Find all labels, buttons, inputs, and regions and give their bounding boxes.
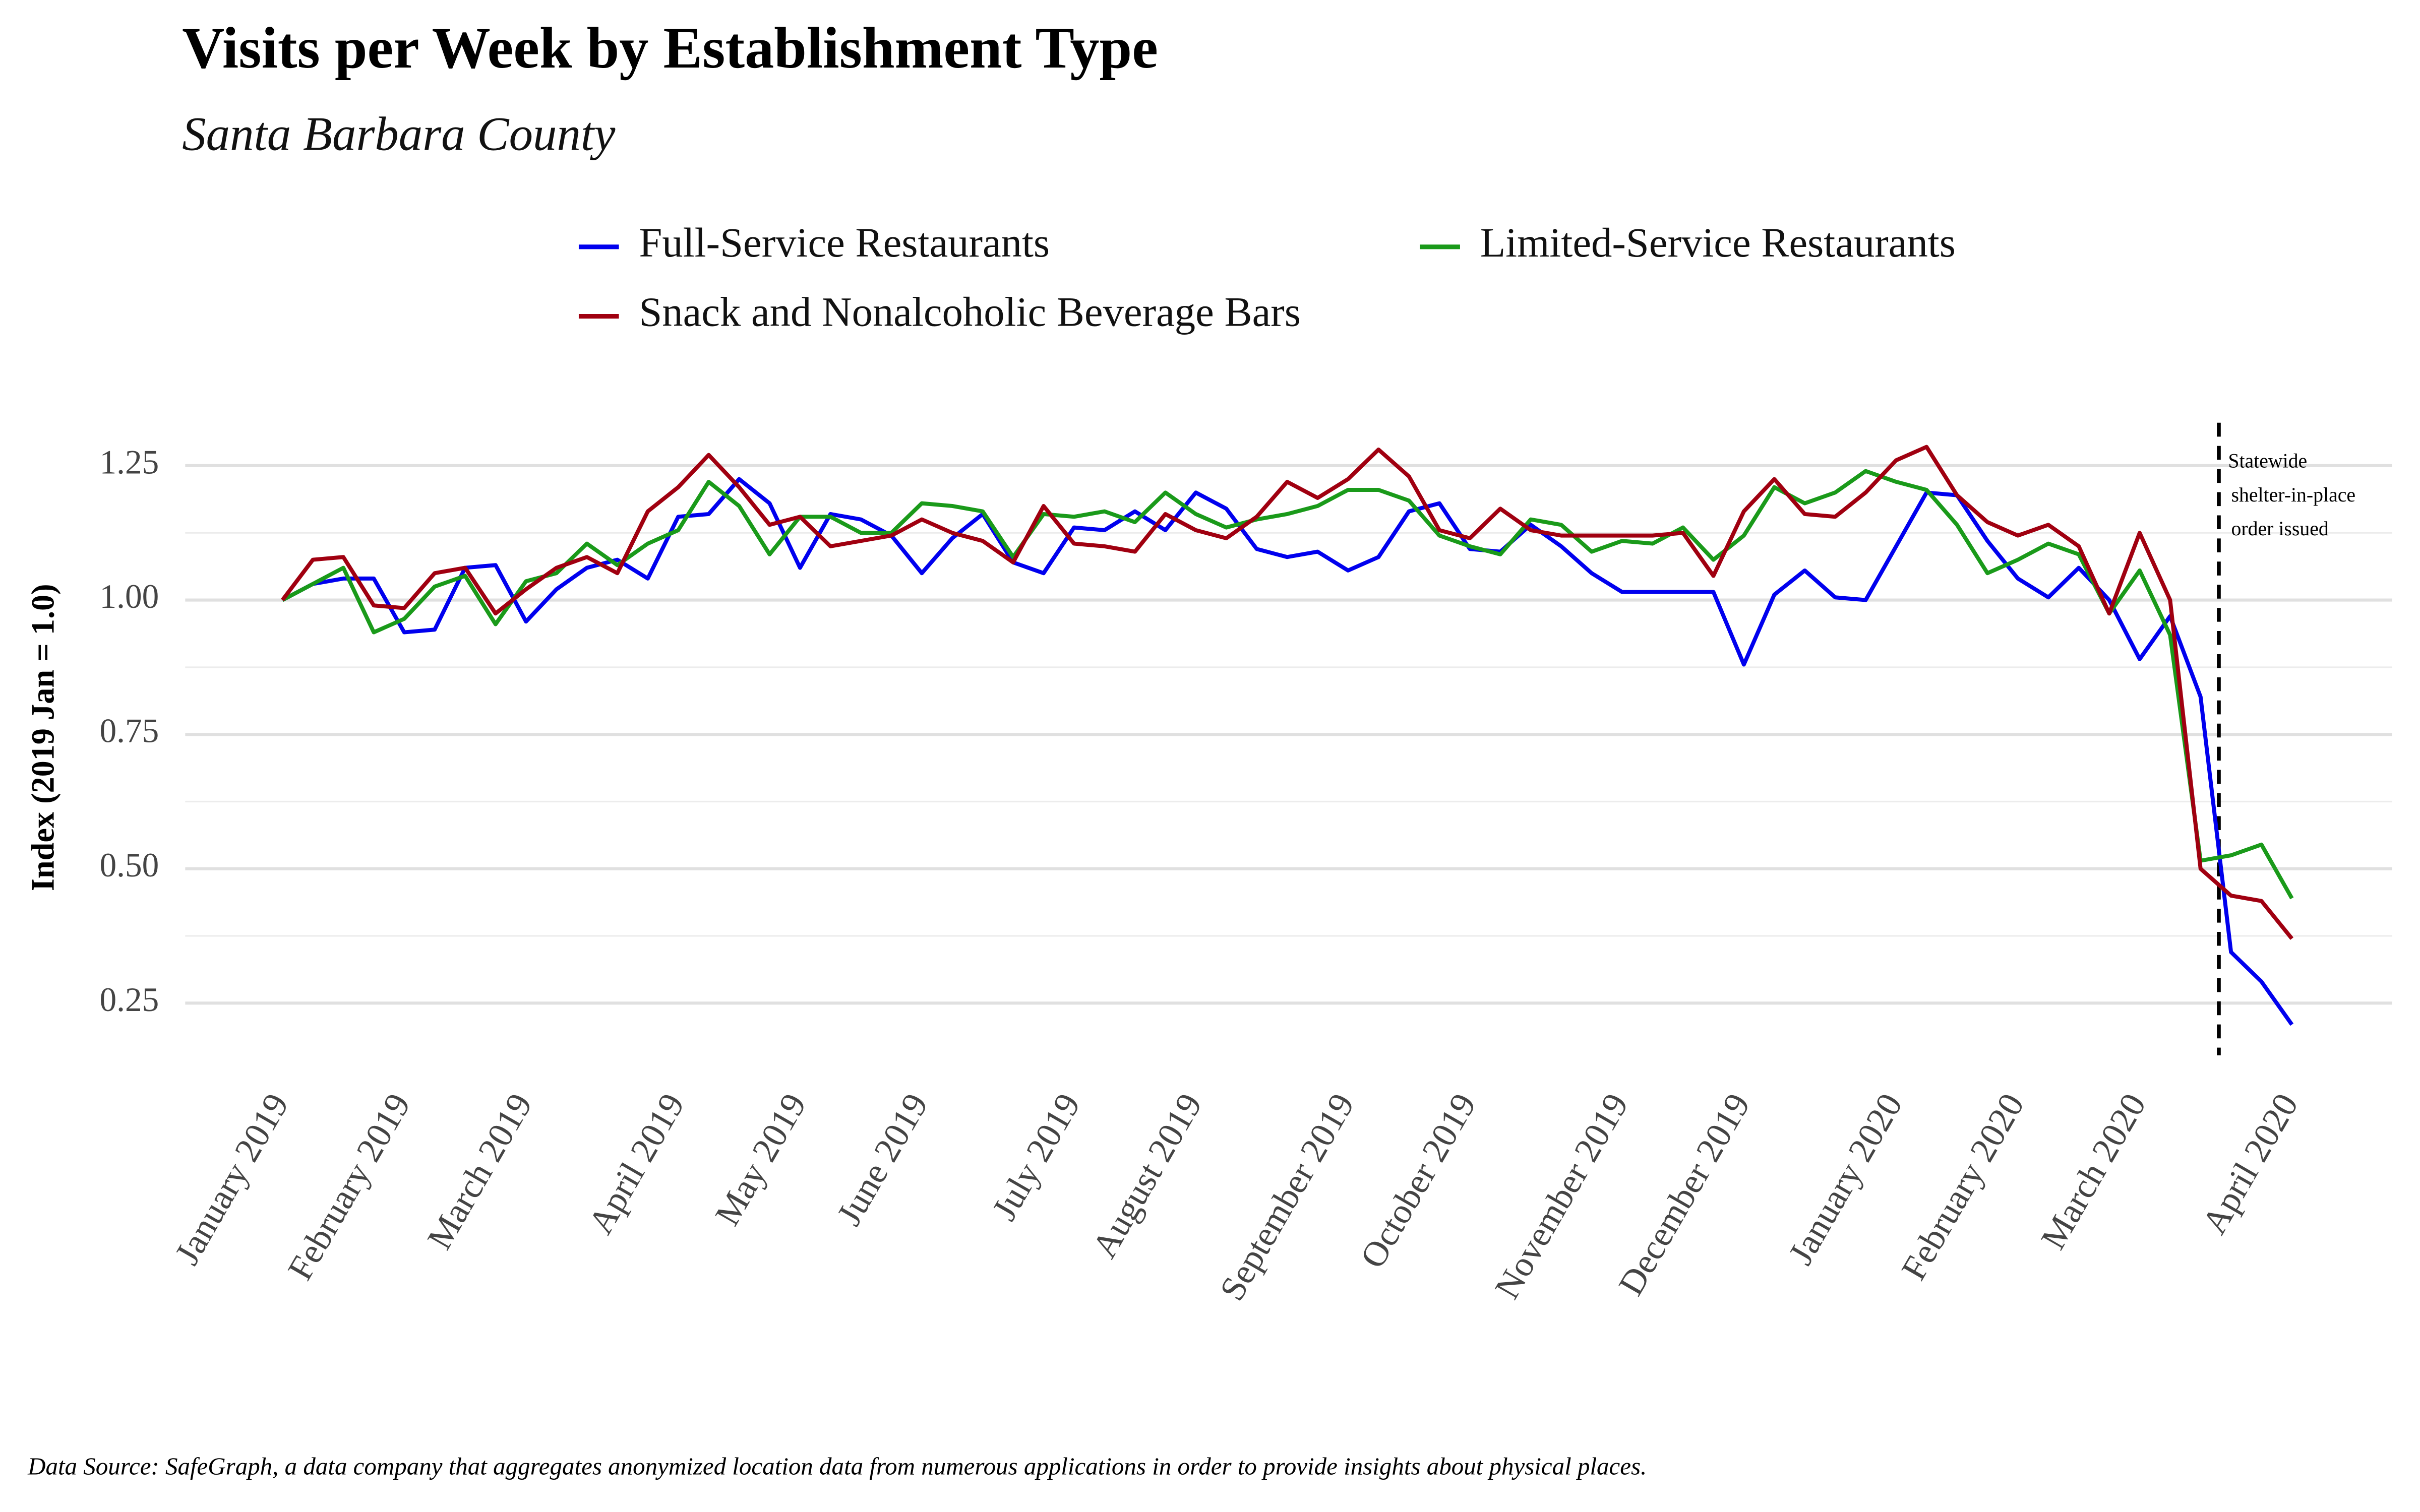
legend-label: Limited-Service Restaurants bbox=[1480, 219, 1956, 266]
x-tick-label: December 2019 bbox=[1611, 1087, 1758, 1302]
annotation: Statewide bbox=[2228, 450, 2307, 472]
x-tick-label: July 2019 bbox=[985, 1087, 1088, 1227]
annotation: order issued bbox=[2231, 518, 2328, 540]
x-tick-label: January 2020 bbox=[1781, 1087, 1910, 1272]
x-tick-label: August 2019 bbox=[1084, 1087, 1209, 1265]
annotation: shelter-in-place bbox=[2231, 484, 2355, 506]
y-tick-label: 1.25 bbox=[99, 443, 159, 481]
x-tick-label: March 2019 bbox=[420, 1087, 540, 1256]
series-line bbox=[281, 477, 2294, 1026]
y-tick-label: 0.25 bbox=[99, 981, 159, 1019]
chart-subtitle: Santa Barbara County bbox=[182, 107, 616, 160]
x-tick-label: April 2020 bbox=[2195, 1087, 2306, 1241]
x-tick-label: February 2019 bbox=[280, 1087, 418, 1287]
chart-title: Visits per Week by Establishment Type bbox=[182, 16, 1158, 81]
source-note: Data Source: SafeGraph, a data company t… bbox=[27, 1453, 1647, 1480]
series-line bbox=[281, 469, 2294, 900]
x-tick-label: January 2019 bbox=[167, 1087, 296, 1272]
legend-label: Snack and Nonalcoholic Beverage Bars bbox=[639, 289, 1301, 335]
x-tick-label: October 2019 bbox=[1353, 1087, 1484, 1275]
y-tick-label: 0.75 bbox=[99, 712, 159, 750]
x-tick-label: November 2019 bbox=[1487, 1087, 1636, 1305]
x-tick-label: June 2019 bbox=[829, 1087, 936, 1232]
legend-label: Full-Service Restaurants bbox=[639, 219, 1050, 266]
x-tick-label: April 2019 bbox=[581, 1087, 692, 1241]
y-tick-label: 0.50 bbox=[99, 846, 159, 884]
x-tick-label: May 2019 bbox=[707, 1087, 814, 1232]
x-tick-label: February 2020 bbox=[1894, 1087, 2032, 1287]
y-axis-title: Index (2019 Jan = 1.0) bbox=[25, 584, 61, 891]
x-tick-label: September 2019 bbox=[1212, 1087, 1362, 1307]
y-tick-label: 1.00 bbox=[99, 578, 159, 615]
x-tick-label: March 2020 bbox=[2033, 1087, 2154, 1256]
series-line bbox=[281, 445, 2294, 940]
